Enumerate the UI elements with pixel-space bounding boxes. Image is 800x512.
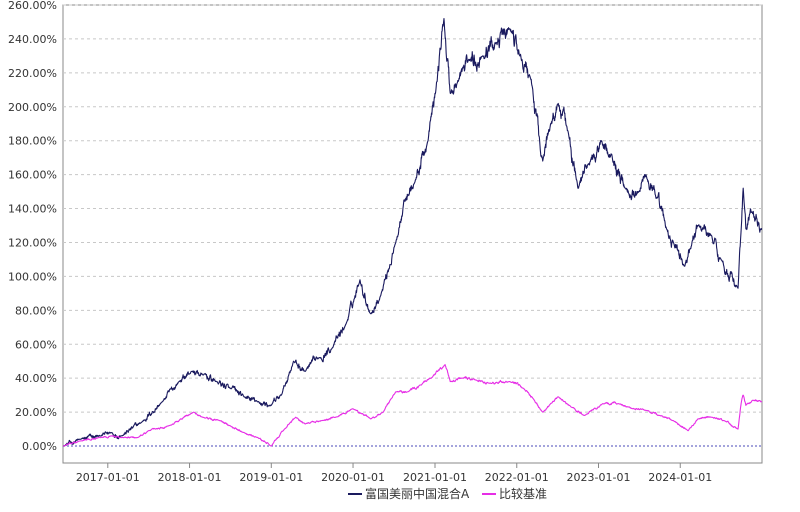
series-layer [62,18,763,447]
series-line-1 [62,18,763,447]
y-tick-label: 20.00% [15,406,57,419]
x-tick-label: 2020-01-01 [321,471,385,484]
grid-layer [63,4,762,447]
y-tick-label: 0.00% [22,440,57,453]
plot-frame [62,4,763,464]
y-tick-label: 100.00% [8,270,57,283]
y-tick-label: 240.00% [8,33,57,46]
y-tick-label: 160.00% [8,169,57,182]
legend-item: 富国美丽中国混合A [348,486,470,501]
x-tick-label: 2017-01-01 [76,471,140,484]
y-tick-label: 260.00% [8,0,57,12]
x-tick-label: 2022-01-01 [485,471,549,484]
legend-label: 比较基准 [499,486,547,501]
series-line-2 [62,364,763,447]
legend-label: 富国美丽中国混合A [365,486,470,501]
y-tick-label: 220.00% [8,67,57,80]
y-tick-label: 180.00% [8,135,57,148]
legend: 富国美丽中国混合A 比较基准 [348,486,547,501]
x-tick-label: 2024-01-01 [648,471,712,484]
x-tick-label: 2023-01-01 [567,471,631,484]
legend-item: 比较基准 [482,486,547,501]
y-tick-label: 140.00% [8,203,57,216]
y-tick-label: 120.00% [8,236,57,249]
y-tick-label: 40.00% [15,372,57,385]
x-tick-label: 2018-01-01 [158,471,222,484]
y-tick-label: 80.00% [15,304,57,317]
x-tick-label: 2019-01-01 [239,471,303,484]
axis-layer: 0.00% 20.00% 40.00% 60.00% 80.00% 100.00% 120.… [8,0,712,484]
x-tick-label: 2021-01-01 [403,471,467,484]
y-tick-label: 200.00% [8,101,57,114]
y-tick-label: 60.00% [15,338,57,351]
